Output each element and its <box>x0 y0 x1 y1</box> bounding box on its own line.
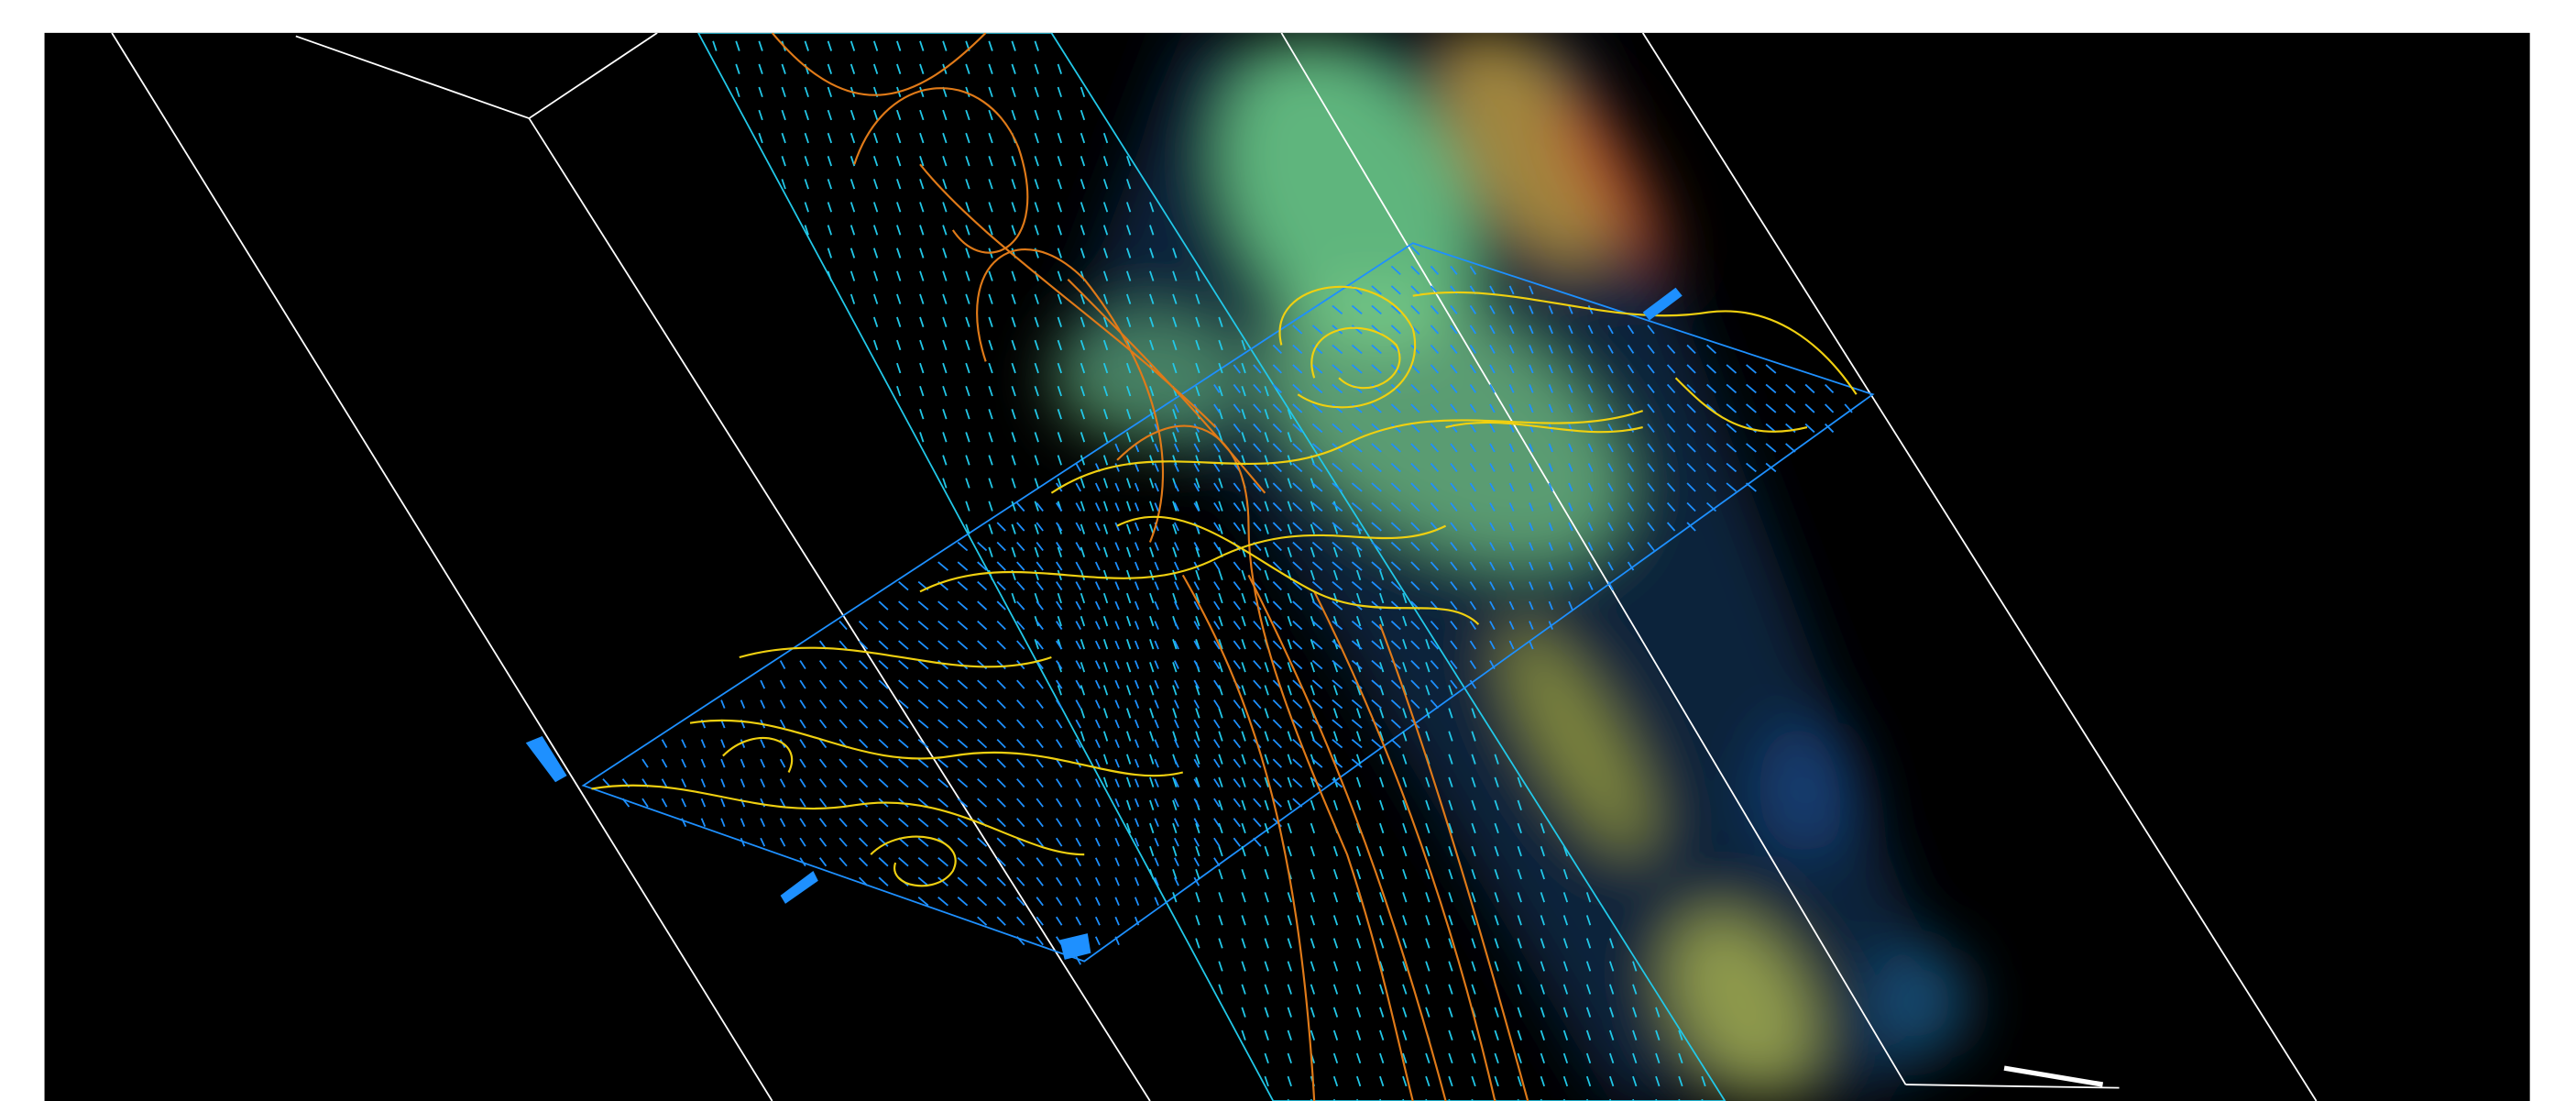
page: {} <box>0 0 2576 1101</box>
visualization <box>0 0 2576 1101</box>
